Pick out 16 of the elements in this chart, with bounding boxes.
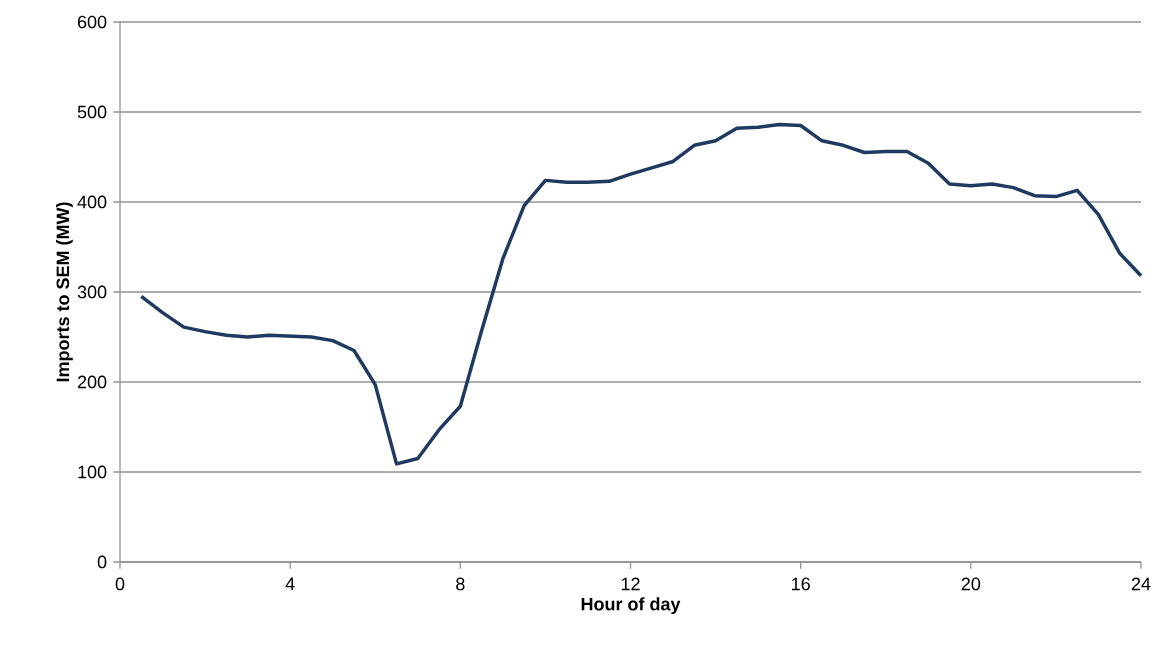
x-tick-label: 8 [456,577,465,591]
x-tick-label: 24 [1131,577,1151,591]
y-tick-label: 500 [77,105,107,119]
x-tick-label: 4 [285,577,295,590]
y-tick-label: 300 [77,285,107,299]
y-axis-title: Imports to SEM (MW) [55,202,73,382]
y-tick-label: 0 [97,555,107,569]
y-tick-label: 100 [78,465,107,479]
x-tick-label: 12 [621,577,640,591]
x-tick-label: 16 [792,577,810,591]
y-tick-label: 600 [77,15,107,29]
y-tick-label: 200 [77,375,107,389]
x-axis-title: Hour of day [581,597,681,615]
x-tick-label: 0 [115,577,125,591]
y-tick-label: 400 [77,195,107,209]
x-tick-label: 20 [961,577,981,591]
